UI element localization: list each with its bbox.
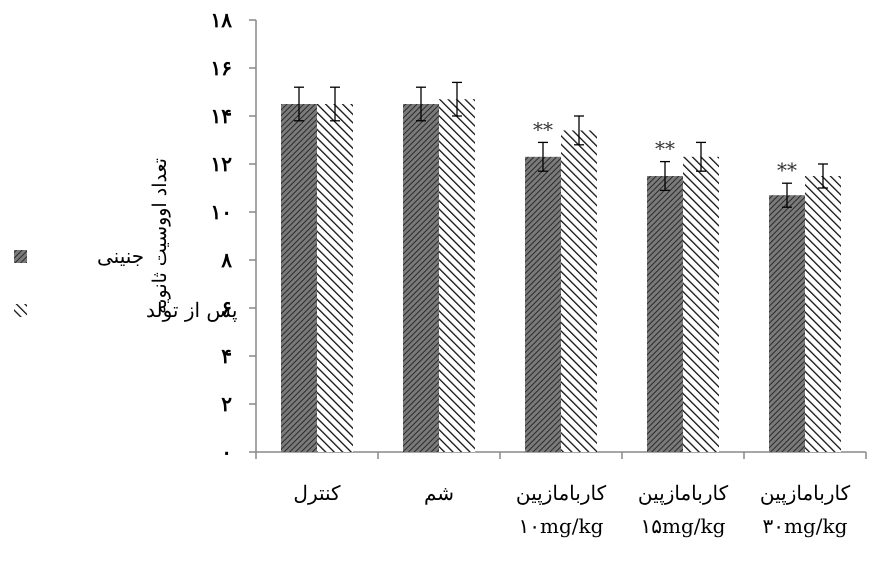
y-tick-label: ۸ xyxy=(220,248,232,272)
significance-marker: ** xyxy=(655,137,675,161)
y-tick-label: ۱۸ xyxy=(211,8,233,32)
y-tick-label: ۱۲ xyxy=(211,152,233,176)
legend: جنینی پس از تولد xyxy=(14,244,237,322)
bar-prenatal xyxy=(403,104,439,452)
bar-postnatal xyxy=(805,176,841,452)
bar-postnatal xyxy=(561,130,597,452)
y-axis-title: تعداد اووسیت ثانویه xyxy=(149,158,171,314)
bar-prenatal xyxy=(281,104,317,452)
significance-marker: ** xyxy=(533,117,553,141)
bar-prenatal xyxy=(525,156,561,453)
bar-prenatal xyxy=(769,195,805,452)
x-category-label: کنترل xyxy=(293,481,341,505)
bar-postnatal xyxy=(317,104,353,452)
x-category-label: کاربامازپین xyxy=(638,481,729,505)
x-category-label: شم xyxy=(424,481,454,505)
x-category-label: ۱۵mg/kg xyxy=(641,514,726,538)
y-tick-label: ۶ xyxy=(221,296,232,320)
x-category-label: کاربامازپین xyxy=(760,481,851,505)
legend-label: پس از تولد xyxy=(146,298,237,322)
x-category-label: ۱۰mg/kg xyxy=(519,514,604,538)
significance-marker: ** xyxy=(777,158,797,182)
plot-area: ۰ ۲ ۴ ۶ ۸ ۱۰ ۱۲ ۱۴ ۱۶ ۱۸ تعداد اووسیت ثانویه کنترل ش… xyxy=(149,8,867,538)
x-category-label: کاربامازپین xyxy=(516,481,607,505)
y-tick-label: ۱۴ xyxy=(211,104,232,128)
legend-swatch-prenatal xyxy=(14,250,27,263)
y-tick-label: ۱۰ xyxy=(211,200,232,224)
legend-swatch-postnatal xyxy=(14,304,27,317)
legend-label: جنینی xyxy=(97,244,144,268)
y-tick-label: ۴ xyxy=(221,344,232,368)
bar-postnatal xyxy=(683,156,719,453)
y-tick-label: ۱۶ xyxy=(211,56,232,80)
bar-prenatal xyxy=(647,176,683,452)
y-tick-label: ۲ xyxy=(221,392,232,416)
x-category-label: ۳۰mg/kg xyxy=(763,514,848,538)
y-tick-label: ۰ xyxy=(221,440,232,464)
bar-postnatal xyxy=(439,99,475,452)
